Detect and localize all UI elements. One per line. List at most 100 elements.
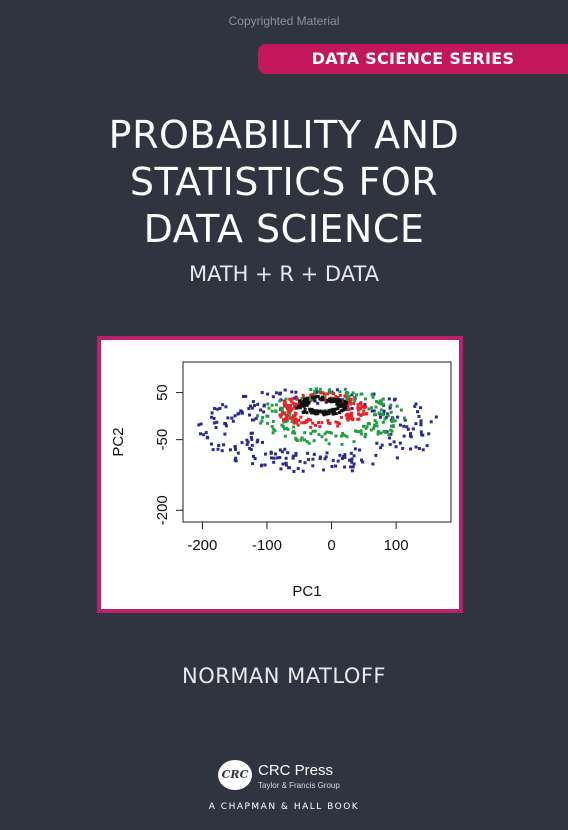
data-point — [310, 411, 314, 415]
data-point — [340, 442, 344, 446]
data-point — [281, 424, 285, 428]
data-point — [282, 418, 285, 422]
data-point — [250, 406, 254, 410]
data-point — [345, 401, 349, 404]
data-point — [343, 453, 347, 457]
data-point — [283, 434, 287, 438]
data-point — [284, 456, 288, 460]
data-point — [368, 422, 371, 426]
data-point — [309, 408, 313, 412]
data-point — [381, 397, 385, 401]
data-point — [429, 420, 433, 424]
data-point — [301, 410, 305, 414]
data-point — [249, 436, 253, 439]
data-point — [327, 409, 331, 413]
data-point — [292, 470, 296, 473]
data-point — [318, 457, 322, 460]
data-point — [279, 406, 283, 410]
data-point — [338, 453, 342, 457]
data-point — [355, 393, 358, 397]
data-point — [216, 407, 220, 411]
data-point — [391, 425, 395, 429]
data-point — [411, 427, 415, 431]
data-point — [357, 430, 361, 434]
data-point — [248, 413, 251, 417]
data-point — [364, 412, 368, 416]
data-point — [372, 424, 376, 428]
data-point — [262, 404, 266, 408]
data-point — [345, 394, 348, 398]
data-point — [392, 440, 396, 444]
data-point — [349, 413, 353, 417]
data-point — [294, 436, 298, 440]
data-point — [230, 416, 234, 420]
data-point — [302, 402, 306, 406]
data-point — [259, 408, 263, 412]
data-point — [245, 438, 249, 442]
data-point — [419, 419, 423, 423]
data-point — [287, 466, 291, 470]
data-point — [284, 461, 288, 465]
data-point — [339, 404, 343, 408]
data-point — [324, 412, 328, 416]
data-point — [295, 421, 298, 425]
title-line: DATA SCIENCE — [143, 207, 425, 251]
data-point — [313, 429, 317, 433]
y-ticks: 50 -50 -200 — [154, 384, 183, 525]
data-point — [222, 443, 226, 447]
data-point — [217, 444, 221, 447]
data-point — [416, 410, 419, 414]
data-point — [357, 412, 360, 416]
data-point — [287, 413, 291, 417]
data-point — [328, 430, 332, 434]
data-point — [313, 391, 317, 395]
data-point — [197, 423, 201, 427]
data-point — [376, 400, 380, 404]
data-point — [332, 409, 336, 413]
data-point — [409, 432, 413, 436]
data-point — [395, 404, 399, 408]
data-point — [417, 414, 421, 418]
data-point — [252, 418, 256, 422]
data-point — [213, 407, 216, 411]
title-line: PROBABILITY AND — [108, 113, 460, 157]
data-point — [314, 387, 318, 391]
data-point — [372, 392, 376, 396]
data-point — [282, 427, 286, 431]
data-point — [242, 395, 245, 398]
data-point — [303, 397, 306, 401]
data-point — [341, 456, 344, 460]
data-point — [288, 397, 292, 401]
data-point — [293, 403, 297, 407]
author-name: NORMAN MATLOFF — [181, 664, 387, 688]
data-point — [303, 431, 307, 435]
data-point — [387, 433, 391, 437]
data-point — [372, 409, 376, 413]
data-point — [269, 450, 273, 454]
data-point — [236, 412, 240, 416]
data-point — [346, 418, 350, 422]
data-point — [331, 459, 335, 463]
data-point — [210, 415, 213, 419]
data-point — [300, 401, 304, 405]
data-point — [290, 420, 294, 423]
data-point — [330, 465, 334, 468]
publisher-imprint: A CHAPMAN & HALL BOOK — [208, 802, 360, 812]
data-point — [250, 443, 254, 447]
data-point — [346, 391, 350, 395]
data-point — [244, 394, 248, 398]
data-point — [336, 398, 339, 402]
pca-scatter-figure: -200 -100 0 100 50 -50 -200 PC1 PC2 — [97, 336, 463, 613]
data-point — [317, 410, 321, 414]
data-point — [402, 424, 406, 428]
data-point — [308, 399, 312, 403]
data-point — [335, 388, 339, 392]
data-point — [233, 445, 237, 449]
data-point — [327, 442, 331, 446]
data-point — [344, 413, 348, 417]
data-point — [332, 412, 336, 416]
data-point — [239, 409, 243, 413]
data-point — [364, 432, 368, 436]
data-point — [343, 433, 347, 437]
data-point — [286, 451, 290, 455]
